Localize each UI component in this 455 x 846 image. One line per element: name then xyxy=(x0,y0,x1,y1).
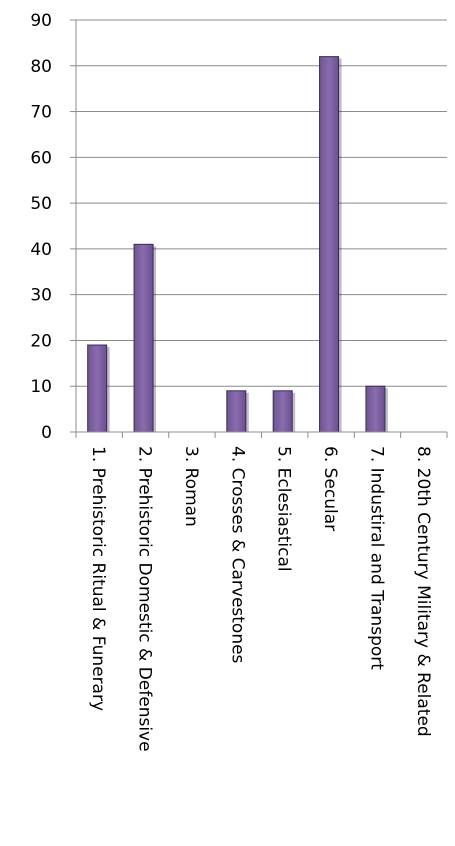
y-tick-label: 50 xyxy=(30,194,52,214)
category-label: 7. Industiral and Transport xyxy=(366,446,386,670)
bar xyxy=(133,243,154,433)
bars xyxy=(87,56,388,433)
bar xyxy=(272,390,293,433)
y-tick-label: 0 xyxy=(41,423,52,443)
bar xyxy=(226,390,247,433)
category-labels: 1. Prehistoric Ritual & Funerary 2. Prehi… xyxy=(88,446,433,752)
y-tick-label: 30 xyxy=(30,286,52,306)
bar xyxy=(87,344,108,433)
gridlines xyxy=(76,19,447,387)
bar xyxy=(365,385,386,433)
y-tick-label: 10 xyxy=(30,377,52,397)
y-tick-label: 40 xyxy=(30,240,52,260)
category-label: 3. Roman xyxy=(181,446,201,527)
y-tick-label: 20 xyxy=(30,331,52,351)
y-tick-label: 90 xyxy=(30,11,52,31)
y-tick-label: 80 xyxy=(30,57,52,77)
category-label: 2. Prehistoric Domestic & Defensive xyxy=(135,446,155,752)
y-tick-label: 70 xyxy=(30,103,52,123)
category-label: 4. Crosses & Carvestones xyxy=(227,446,247,664)
y-tick-labels: 0 10 20 30 40 50 60 70 80 90 xyxy=(30,11,52,443)
category-label: 8. 20th Century Military & Related xyxy=(413,446,433,737)
category-label: 6. Secular xyxy=(320,446,340,531)
bar xyxy=(319,56,340,433)
category-label: 5. Eclesiastical xyxy=(274,446,294,572)
axes xyxy=(70,19,448,438)
y-tick-label: 60 xyxy=(30,148,52,168)
category-label: 1. Prehistoric Ritual & Funerary xyxy=(88,446,108,711)
